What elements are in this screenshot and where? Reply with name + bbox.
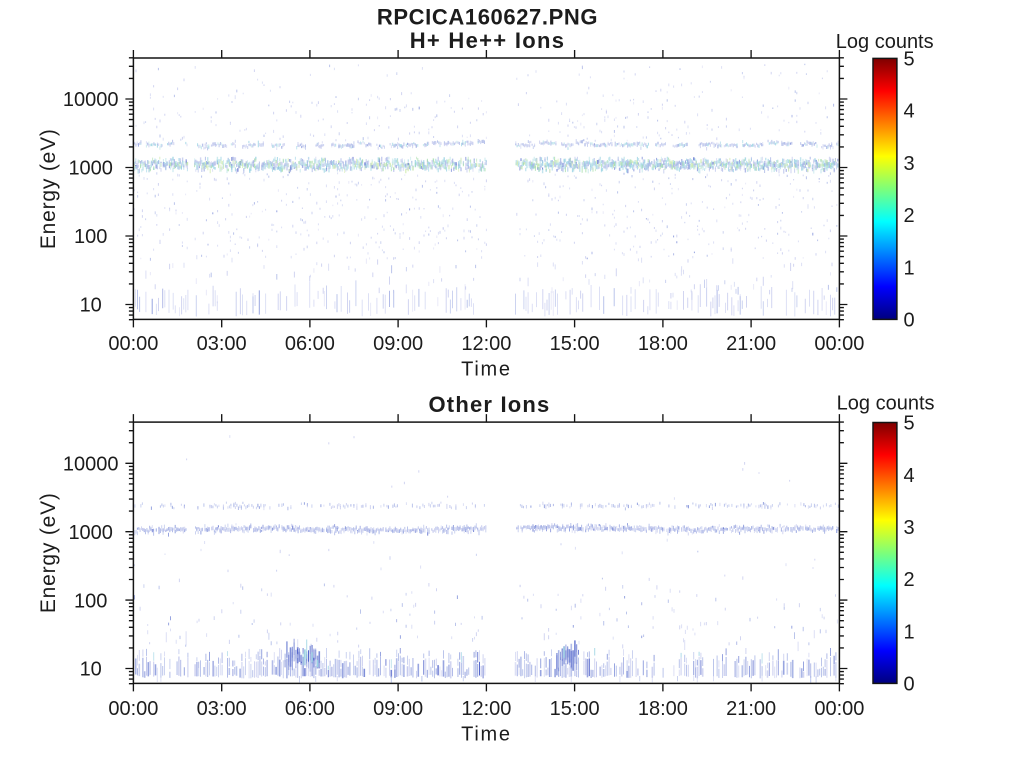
svg-text:10000: 10000 xyxy=(63,454,119,476)
svg-text:21:00: 21:00 xyxy=(726,698,776,720)
svg-text:5: 5 xyxy=(904,48,915,70)
svg-text:Log counts: Log counts xyxy=(836,31,934,53)
svg-text:Time: Time xyxy=(461,724,512,746)
svg-text:09:00: 09:00 xyxy=(373,333,423,355)
svg-text:18:00: 18:00 xyxy=(638,333,688,355)
svg-text:Energy (eV): Energy (eV) xyxy=(37,492,60,613)
svg-text:4: 4 xyxy=(904,465,915,487)
svg-text:1000: 1000 xyxy=(68,522,113,544)
svg-text:09:00: 09:00 xyxy=(373,698,423,720)
svg-text:06:00: 06:00 xyxy=(285,698,335,720)
svg-text:H+ He++ Ions: H+ He++ Ions xyxy=(410,28,566,53)
svg-text:03:00: 03:00 xyxy=(197,698,247,720)
svg-text:100: 100 xyxy=(74,226,107,248)
svg-text:15:00: 15:00 xyxy=(550,333,600,355)
svg-text:100: 100 xyxy=(74,590,107,612)
svg-text:0: 0 xyxy=(904,674,915,696)
svg-text:Time: Time xyxy=(461,359,512,381)
svg-text:10000: 10000 xyxy=(63,89,119,111)
svg-text:1: 1 xyxy=(904,257,915,279)
svg-text:10: 10 xyxy=(80,659,102,681)
svg-text:Log counts: Log counts xyxy=(837,392,935,414)
svg-text:00:00: 00:00 xyxy=(814,698,864,720)
svg-text:5: 5 xyxy=(904,413,915,435)
svg-text:2: 2 xyxy=(904,205,915,227)
svg-text:21:00: 21:00 xyxy=(726,333,776,355)
svg-text:RPCICA160627.PNG: RPCICA160627.PNG xyxy=(377,4,598,29)
svg-text:Energy (eV): Energy (eV) xyxy=(37,128,60,249)
svg-text:06:00: 06:00 xyxy=(285,333,335,355)
svg-text:03:00: 03:00 xyxy=(197,333,247,355)
svg-text:00:00: 00:00 xyxy=(108,698,158,720)
svg-text:4: 4 xyxy=(904,101,915,123)
svg-text:12:00: 12:00 xyxy=(461,698,511,720)
svg-text:12:00: 12:00 xyxy=(461,333,511,355)
svg-text:18:00: 18:00 xyxy=(638,698,688,720)
svg-text:00:00: 00:00 xyxy=(814,333,864,355)
svg-text:1: 1 xyxy=(904,621,915,643)
svg-text:15:00: 15:00 xyxy=(550,698,600,720)
svg-text:3: 3 xyxy=(904,153,915,175)
svg-text:3: 3 xyxy=(904,517,915,539)
svg-text:0: 0 xyxy=(904,310,915,332)
svg-text:10: 10 xyxy=(80,295,102,317)
svg-text:2: 2 xyxy=(904,569,915,591)
svg-text:1000: 1000 xyxy=(68,158,113,180)
svg-text:Other Ions: Other Ions xyxy=(428,392,550,417)
svg-text:00:00: 00:00 xyxy=(108,333,158,355)
